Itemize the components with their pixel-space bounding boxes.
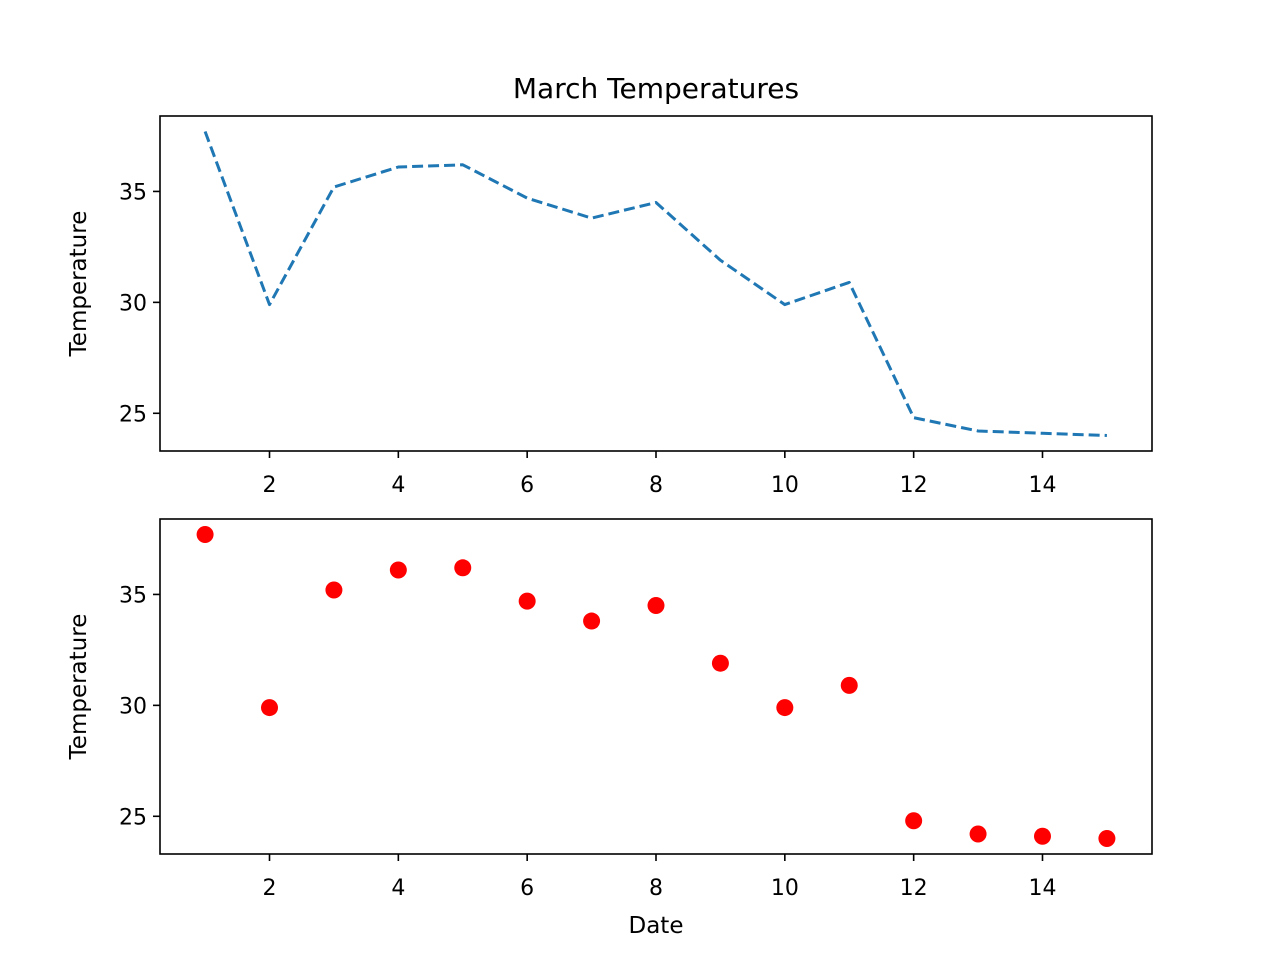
scatter-chart-x-tick-label: 12 — [900, 876, 928, 901]
line-chart-panel: 2 4 6 8 10 12 14 25 30 35 Temperature — [66, 115, 1153, 498]
scatter-chart-y-ticks: 25 30 35 — [119, 583, 160, 830]
temperature-point — [905, 812, 923, 830]
temperature-point — [583, 612, 601, 630]
temperature-point — [325, 581, 343, 599]
temperature-point — [196, 526, 214, 544]
temperature-point — [261, 699, 279, 717]
temperature-point — [518, 592, 536, 610]
scatter-chart-x-tick-label: 6 — [520, 876, 534, 901]
line-chart-y-tick-label: 35 — [119, 180, 147, 205]
temperature-point — [776, 699, 794, 717]
scatter-chart-y-tick-label: 35 — [119, 583, 147, 608]
temperature-series-line — [203, 130, 1107, 437]
temperature-point — [389, 561, 407, 579]
temperature-point — [1033, 827, 1051, 845]
temperature-point — [647, 597, 665, 615]
temperature-point — [1098, 829, 1116, 847]
line-chart-x-tick-label: 2 — [263, 473, 277, 498]
line-chart-x-tick-label: 6 — [520, 473, 534, 498]
scatter-chart-x-ticks: 2 4 6 8 10 12 14 — [263, 854, 1056, 901]
scatter-chart-x-tick-label: 8 — [649, 876, 663, 901]
temperature-point — [711, 654, 729, 672]
scatter-chart-marks — [196, 526, 1116, 847]
scatter-chart-x-tick-label: 4 — [391, 876, 405, 901]
scatter-chart-x-tick-label: 2 — [263, 876, 277, 901]
scatter-chart-y-tick-label: 30 — [119, 694, 147, 719]
line-chart-y-tick-label: 30 — [119, 291, 147, 316]
temperature-point — [454, 559, 472, 577]
scatter-chart-panel: 2 4 6 8 10 12 14 25 30 35 Temperature Date — [66, 518, 1153, 939]
line-chart-y-axis-label: Temperature — [66, 211, 92, 358]
line-chart-y-tick-label: 25 — [119, 402, 147, 427]
line-chart-x-tick-label: 14 — [1028, 473, 1056, 498]
scatter-chart-y-axis-label: Temperature — [66, 614, 92, 761]
line-chart-x-tick-label: 4 — [391, 473, 405, 498]
line-chart-y-ticks: 25 30 35 — [119, 180, 160, 427]
temperature-point — [840, 676, 858, 694]
scatter-chart-x-tick-label: 14 — [1028, 876, 1056, 901]
line-chart-x-tick-label: 10 — [771, 473, 799, 498]
temperature-point — [969, 825, 987, 843]
scatter-chart-x-axis-label: Date — [629, 913, 684, 939]
chart-title: March Temperatures — [513, 72, 799, 105]
line-chart-x-tick-label: 8 — [649, 473, 663, 498]
line-chart-x-ticks: 2 4 6 8 10 12 14 — [263, 451, 1056, 498]
line-chart-x-tick-label: 12 — [900, 473, 928, 498]
scatter-chart-x-tick-label: 10 — [771, 876, 799, 901]
line-chart-marks — [203, 130, 1107, 437]
scatter-chart-y-tick-label: 25 — [119, 805, 147, 830]
